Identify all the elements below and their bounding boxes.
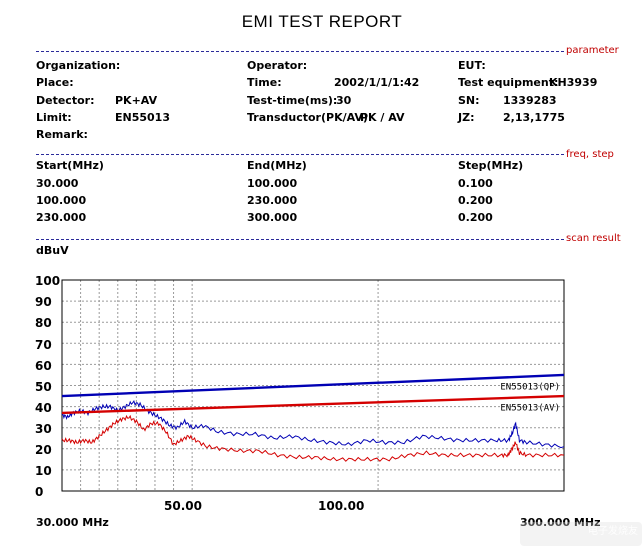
transductor-label: Transductor(PK/AV):	[247, 111, 373, 124]
limit-value: EN55013	[115, 111, 170, 124]
time-value: 2002/1/1/1:42	[334, 76, 420, 89]
freq-row-2-end: 230.000	[247, 194, 298, 207]
detector-label: Detector:	[36, 94, 95, 107]
freq-row-3-start: 230.000	[36, 211, 87, 224]
x-axis-start-label: 30.000 MHz	[36, 516, 109, 529]
test-equipment-value: KH3939	[549, 76, 598, 89]
y-tick-label: 60	[35, 359, 52, 373]
time-label: Time:	[247, 76, 282, 89]
scan-result-section-label: scan result	[566, 233, 621, 244]
y-tick-label: 50	[35, 380, 52, 394]
jz-label: JZ:	[458, 111, 475, 124]
eut-label: EUT:	[458, 59, 486, 72]
av-limit-line	[61, 394, 565, 415]
scan-result-separator	[36, 239, 564, 240]
y-tick-label: 0	[35, 485, 44, 499]
freq-step-separator	[36, 154, 564, 155]
operator-label: Operator:	[247, 59, 308, 72]
freq-step-section-label: freq, step	[566, 149, 614, 160]
y-axis-unit-label: dBuV	[36, 244, 69, 257]
limit-label: Limit:	[36, 111, 72, 124]
x-axis-end-label: 300.000 MHz	[520, 516, 601, 529]
x-tick-label: 50.00	[164, 499, 202, 513]
test-time-label: Test-time(ms):	[247, 94, 338, 107]
y-tick-label: 10	[35, 464, 52, 478]
av-measurement-trace	[61, 414, 565, 462]
transductor-value: PK / AV	[360, 111, 405, 124]
jz-value: 2,13,1775	[503, 111, 565, 124]
freq-row-3-step: 0.200	[458, 211, 493, 224]
freq-header-step: Step(MHz)	[458, 159, 524, 172]
sn-label: SN:	[458, 94, 480, 107]
freq-row-3-end: 300.000	[247, 211, 298, 224]
organization-label: Organization:	[36, 59, 121, 72]
remark-label: Remark:	[36, 128, 88, 141]
qp-limit-line	[61, 373, 565, 398]
freq-header-end: End(MHz)	[247, 159, 307, 172]
sn-value: 1339283	[503, 94, 557, 107]
place-label: Place:	[36, 76, 74, 89]
watermark-logo: 电子发烧友	[520, 522, 642, 546]
y-tick-label: 30	[35, 422, 52, 436]
freq-row-1-step: 0.100	[458, 177, 493, 190]
x-tick-label: 100.00	[318, 499, 365, 513]
parameter-separator	[36, 51, 564, 52]
test-time-value: 30	[336, 94, 352, 107]
y-tick-label: 90	[35, 295, 52, 309]
y-tick-label: 20	[35, 443, 52, 457]
y-tick-label: 40	[35, 401, 52, 415]
limit-label: EN55013(QP)	[500, 382, 560, 392]
freq-row-2-start: 100.000	[36, 194, 87, 207]
qp-measurement-trace	[61, 399, 565, 449]
freq-row-1-end: 100.000	[247, 177, 298, 190]
detector-value: PK+AV	[115, 94, 158, 107]
test-equipment-label: Test equipment:	[458, 76, 559, 89]
y-tick-label: 80	[35, 316, 52, 330]
plot-frame	[61, 279, 565, 492]
freq-header-start: Start(MHz)	[36, 159, 104, 172]
report-title: EMI TEST REPORT	[241, 12, 403, 31]
freq-row-2-step: 0.200	[458, 194, 493, 207]
limit-label: EN55013(AV)	[500, 403, 560, 413]
y-tick-label: 70	[35, 338, 52, 352]
freq-row-1-start: 30.000	[36, 177, 79, 190]
parameter-section-label: parameter	[566, 45, 619, 56]
